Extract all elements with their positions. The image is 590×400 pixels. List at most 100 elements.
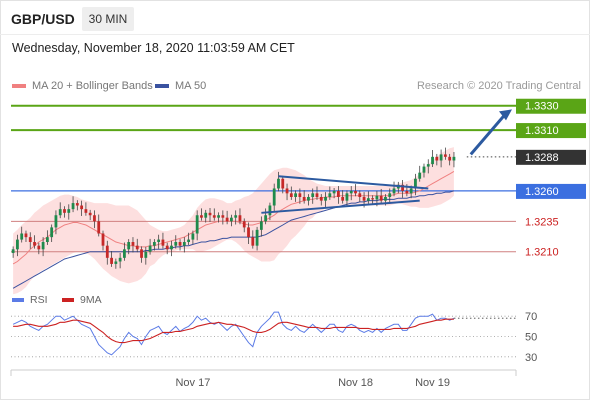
candle-body xyxy=(277,178,280,189)
candle-body xyxy=(50,227,54,238)
candle xyxy=(200,208,203,221)
level-labels-layer: 1.3330 1.3310 1.3288 1.3260 1.3235 1.3210 xyxy=(516,98,586,259)
rsi-tick-30: 30 xyxy=(525,352,537,364)
candle-body xyxy=(118,257,122,262)
rsi-swatch xyxy=(12,298,24,302)
candle xyxy=(208,207,212,223)
candle-body xyxy=(422,166,426,173)
candle-body xyxy=(448,156,452,161)
support-label-1.3235: 1.3235 xyxy=(525,216,559,228)
timeframe-badge[interactable]: 30 MIN xyxy=(82,7,134,31)
candle xyxy=(165,242,169,255)
chart-datetime: Wednesday, November 18, 2020 11:03:59 AM… xyxy=(12,41,295,55)
candle-body xyxy=(230,217,233,222)
candle xyxy=(448,153,452,166)
x-tick-nov-18: Nov 18 xyxy=(338,377,373,389)
candle-body xyxy=(148,245,152,252)
candle-body xyxy=(435,156,439,161)
candle-body xyxy=(443,154,447,157)
candle xyxy=(401,179,404,198)
candle-body xyxy=(345,193,349,201)
candle-body xyxy=(281,178,285,189)
rsi-panel: 70 50 30 xyxy=(11,311,537,364)
candle-body xyxy=(452,156,456,161)
candle xyxy=(264,208,268,225)
x-tick-nov-19: Nov 19 xyxy=(415,377,450,389)
candle-body xyxy=(362,196,366,201)
candle-body xyxy=(354,190,357,194)
candle-body xyxy=(123,249,126,258)
legend-rsi-label: RSI xyxy=(30,294,48,306)
candle-body xyxy=(414,178,417,189)
candle xyxy=(71,196,75,213)
candle xyxy=(285,183,289,201)
candle xyxy=(439,149,443,168)
candle xyxy=(212,208,216,221)
candle-body xyxy=(63,209,66,213)
support-label-1.3210: 1.3210 xyxy=(525,247,559,259)
candle xyxy=(178,239,182,251)
ma20-swatch xyxy=(12,84,26,88)
candle xyxy=(41,237,45,257)
candle xyxy=(170,240,173,257)
candle-body xyxy=(242,221,246,228)
legend-ma20: MA 20 + Bollinger Bands xyxy=(12,80,153,92)
candle-body xyxy=(33,242,36,246)
candle xyxy=(238,208,242,225)
pivot-tag xyxy=(516,183,586,199)
header-divider xyxy=(0,34,590,35)
candle-body xyxy=(392,188,396,194)
candle xyxy=(28,232,32,249)
candle-body xyxy=(405,190,409,194)
candle-body xyxy=(217,215,220,218)
candle xyxy=(294,190,297,202)
candle-body xyxy=(54,215,58,228)
candle-body xyxy=(144,251,148,258)
candle xyxy=(281,175,285,194)
candle xyxy=(259,216,263,237)
candle-body xyxy=(161,239,165,246)
pattern-lower-trendline xyxy=(261,199,420,214)
candle-body xyxy=(426,164,430,167)
resistance-tag-1.3310 xyxy=(516,123,586,139)
candle-body xyxy=(208,212,212,216)
candle-body xyxy=(71,203,75,210)
candle-body xyxy=(127,242,131,250)
candle xyxy=(182,237,186,253)
candle-body xyxy=(315,193,319,197)
candle-body xyxy=(234,215,238,218)
candle-body xyxy=(105,245,109,258)
bollinger-layer xyxy=(13,147,454,295)
candle-body xyxy=(341,196,345,201)
candle-body xyxy=(294,193,297,197)
candle xyxy=(242,218,246,233)
candle xyxy=(127,239,131,255)
candle-body xyxy=(272,188,276,206)
candle-body xyxy=(358,193,362,197)
candle xyxy=(33,235,36,249)
candle-body xyxy=(200,215,203,218)
candle xyxy=(435,153,439,166)
candle xyxy=(37,242,41,255)
candle xyxy=(105,240,109,265)
candle-body xyxy=(328,193,332,197)
candle xyxy=(272,183,276,213)
candle-body xyxy=(401,184,404,191)
x-axis: Nov 17 Nov 18 Nov 19 xyxy=(10,369,517,389)
rsi-tick-50: 50 xyxy=(525,332,537,344)
candle-body xyxy=(80,205,84,210)
forecast-arrow-head xyxy=(499,109,512,121)
candle-body xyxy=(131,242,135,246)
candle-body xyxy=(418,172,422,179)
last-price-tag xyxy=(516,149,586,165)
candle xyxy=(311,188,315,204)
candle-body xyxy=(289,193,293,197)
candle-body xyxy=(135,245,139,250)
resistance-tag-1.3330 xyxy=(516,98,586,114)
candle-body xyxy=(336,190,340,197)
candle-body xyxy=(371,198,375,200)
candle xyxy=(118,252,122,269)
rsi-ma-swatch xyxy=(62,298,74,302)
candle xyxy=(277,171,280,192)
candle-body xyxy=(140,249,143,258)
